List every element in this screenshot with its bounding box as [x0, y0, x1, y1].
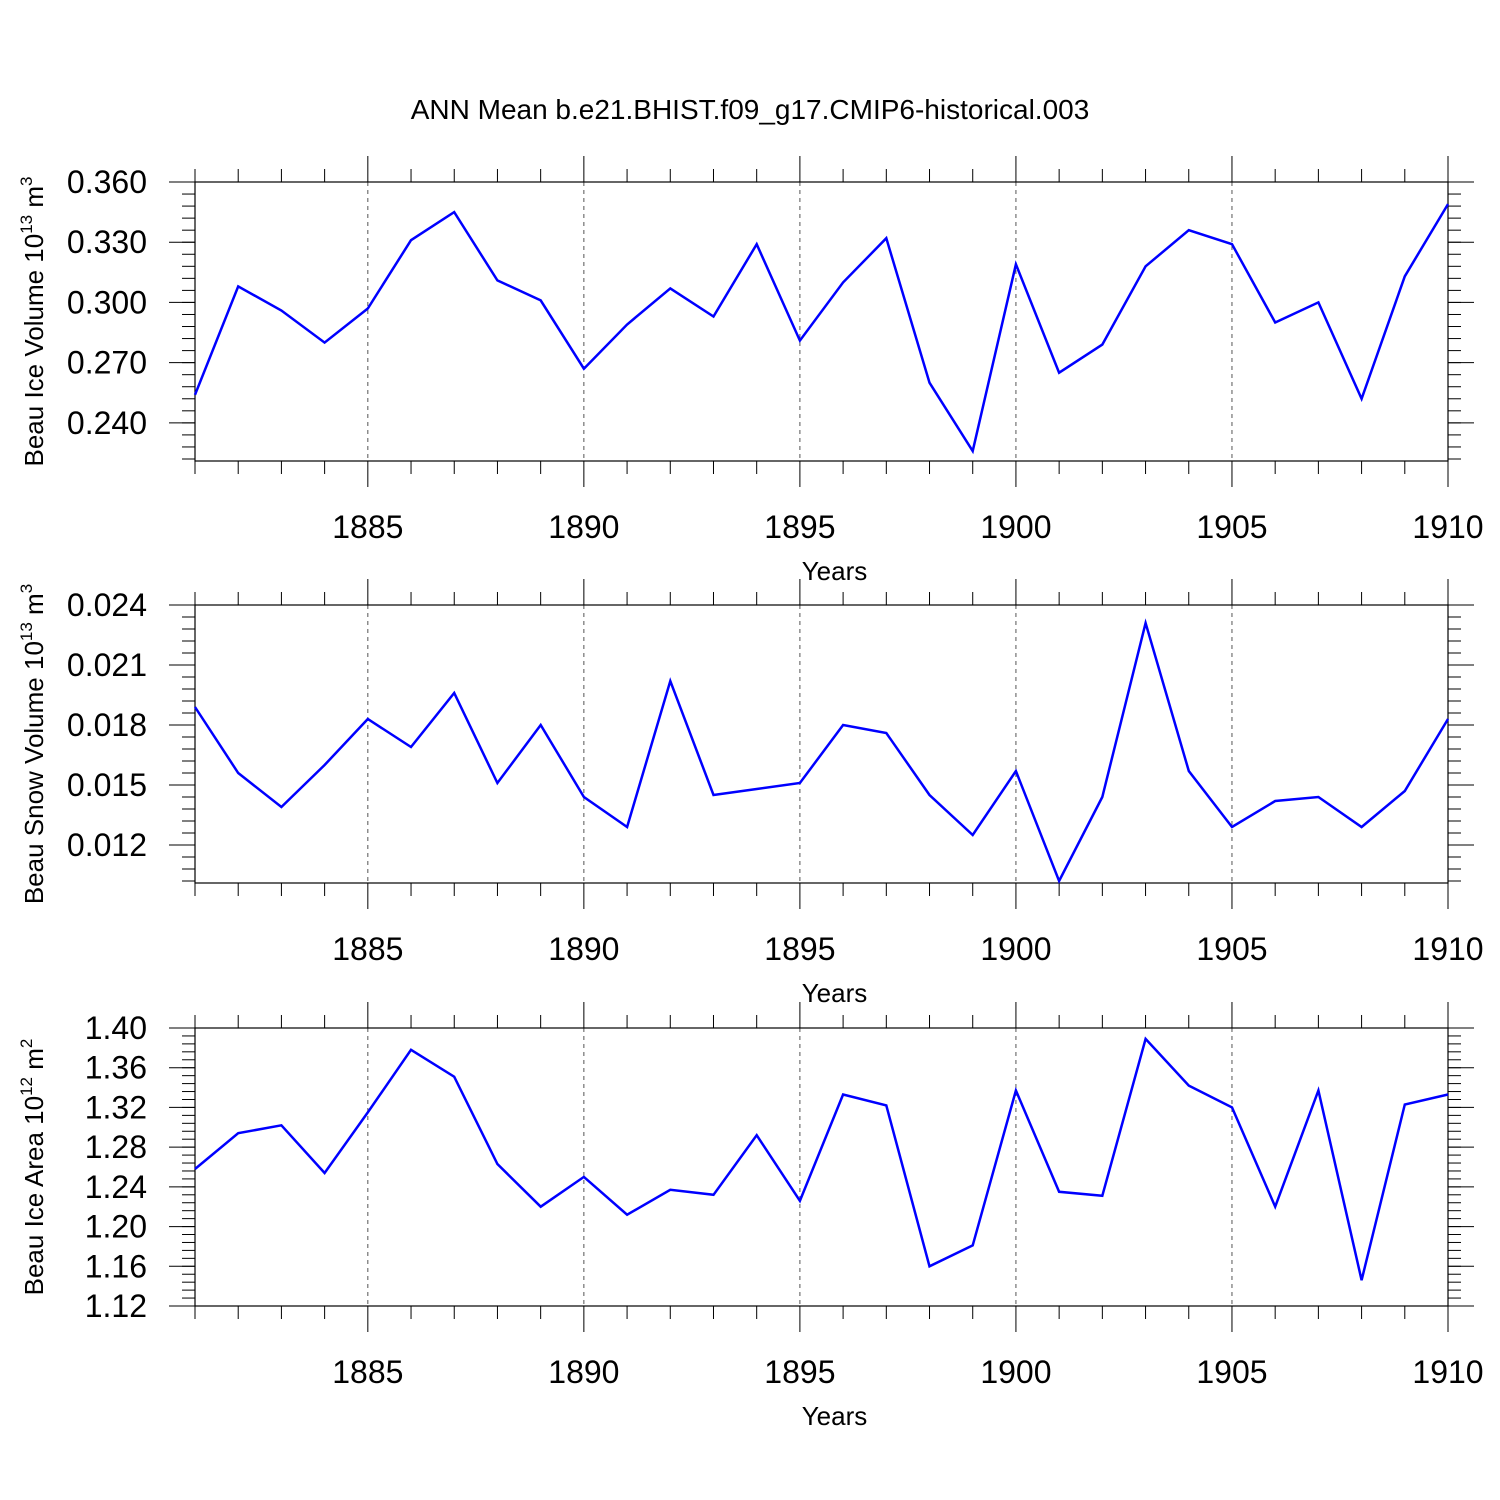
x-tick-label: 1885	[332, 509, 403, 545]
x-axis-label: Years	[802, 978, 868, 1008]
x-axis-label: Years	[802, 1401, 868, 1431]
chart-title: ANN Mean b.e21.BHIST.f09_g17.CMIP6-histo…	[411, 94, 1090, 125]
plot-frame	[194, 181, 1449, 462]
x-tick-label: 1905	[1196, 931, 1267, 967]
y-axis-label: Beau Snow Volume 1013 m3	[17, 584, 49, 904]
x-tick-label: 1905	[1196, 1354, 1267, 1390]
y-tick-label: 1.28	[85, 1129, 147, 1165]
x-tick-label: 1895	[764, 931, 835, 967]
x-tick-label: 1885	[332, 1354, 403, 1390]
panel-3: 1.12 1.161.20 1.24 1.28 1.321.36 1.40 1885 1890…	[17, 1002, 1484, 1431]
panel-1: 0.240 0.270 0.300 0.330 0.360 1885 1890 1895 190…	[17, 156, 1484, 586]
y-tick-label: 0.300	[67, 284, 147, 320]
y-tick-label: 0.330	[67, 224, 147, 260]
y-tick-label: 0.021	[67, 647, 147, 683]
x-tick-label: 1905	[1196, 509, 1267, 545]
y-tick-label: 0.015	[67, 767, 147, 803]
y-tick-label: 0.018	[67, 707, 147, 743]
y-tick-label: 1.40	[85, 1010, 147, 1046]
x-axis-label: Years	[802, 556, 868, 586]
y-tick-label: 1.24	[85, 1169, 147, 1205]
y-tick-label: 1.36	[85, 1050, 147, 1086]
plot-frame	[194, 1027, 1449, 1307]
y-tick-label: 1.20	[85, 1209, 147, 1245]
x-tick-label: 1910	[1412, 931, 1483, 967]
y-tick-label: 0.024	[67, 587, 147, 623]
y-tick-label: 1.12	[85, 1288, 147, 1324]
series-line-1	[193, 203, 1450, 455]
y-tick-label: 0.360	[67, 164, 147, 200]
x-tick-label: 1900	[980, 1354, 1051, 1390]
y-tick-label: 0.240	[67, 405, 147, 441]
series-line-1	[194, 1036, 1449, 1281]
x-tick-label: 1890	[548, 931, 619, 967]
x-tick-label: 1910	[1412, 509, 1483, 545]
y-tick-label: 1.16	[85, 1248, 147, 1284]
y-tick-label: 1.32	[85, 1089, 147, 1125]
y-tick-label: 0.012	[67, 827, 147, 863]
panel-2: 0.012 0.015 0.018 0.021 0.024 1885 1890 1895 190…	[17, 579, 1484, 1008]
x-tick-label: 1890	[548, 1354, 619, 1390]
x-tick-label: 1890	[548, 509, 619, 545]
y-axis-label: Beau Ice Area 1012 m2	[17, 1039, 49, 1296]
y-axis-label: Beau Ice Volume 1013 m3	[17, 177, 49, 467]
series-line-1	[193, 618, 1450, 885]
x-tick-label: 1900	[980, 931, 1051, 967]
x-tick-label: 1885	[332, 931, 403, 967]
x-tick-label: 1895	[764, 1354, 835, 1390]
x-tick-label: 1910	[1412, 1354, 1483, 1390]
plot-frame	[194, 604, 1449, 884]
x-tick-label: 1895	[764, 509, 835, 545]
x-tick-label: 1900	[980, 509, 1051, 545]
y-tick-label: 0.270	[67, 345, 147, 381]
